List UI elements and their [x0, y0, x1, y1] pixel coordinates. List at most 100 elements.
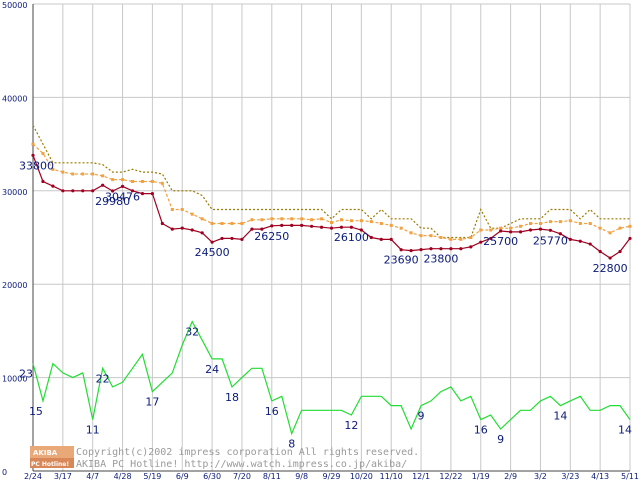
series-point — [558, 220, 562, 224]
series-point — [499, 229, 503, 233]
series-point — [608, 231, 612, 235]
series-point — [101, 174, 105, 178]
series-point — [230, 221, 234, 225]
series-point — [419, 234, 423, 238]
series-point — [290, 223, 294, 227]
x-tick-label: 10/20 — [350, 472, 373, 480]
series-point — [71, 189, 75, 193]
series-point — [150, 179, 154, 183]
series-point — [220, 236, 224, 241]
copyright-text: Copyright(c)2002 impress corporation All… — [76, 447, 419, 458]
x-tick-label: 6/30 — [203, 472, 221, 480]
series-point — [51, 184, 55, 188]
y-axis-labels: 50000 40000 30000 20000 10000 0 — [2, 1, 27, 477]
x-tick-label: 2/9 — [504, 472, 517, 480]
series-point — [509, 226, 513, 230]
data-label: 23800 — [423, 253, 458, 266]
data-label: 23 — [19, 368, 33, 381]
akiba-logo-top: AKIBA — [33, 449, 58, 457]
credit: AKIBA PC Hotline! Copyright(c)2002 impre… — [30, 446, 419, 470]
series-point — [349, 219, 353, 223]
series-point — [250, 218, 254, 222]
series-point — [200, 217, 204, 221]
series-point — [240, 221, 244, 225]
series-point — [598, 249, 602, 254]
x-tick-label: 9/8 — [295, 472, 308, 480]
series-point — [469, 236, 473, 239]
series-point — [51, 167, 55, 171]
data-label: 16 — [474, 424, 488, 437]
series-point — [190, 212, 194, 216]
series-point — [329, 226, 334, 230]
series-point — [529, 221, 532, 225]
series-point — [369, 220, 373, 224]
data-label: 14 — [618, 424, 632, 437]
series-point — [369, 235, 373, 240]
data-label: 33800 — [19, 159, 54, 172]
data-label: 14 — [553, 410, 567, 423]
series-point — [91, 189, 95, 193]
series-point — [170, 207, 174, 211]
series-point — [81, 172, 85, 176]
series-point — [598, 226, 602, 230]
series-point — [41, 179, 45, 184]
series-point — [618, 249, 622, 254]
data-label: 30476 — [105, 190, 140, 203]
series-line-0 — [32, 125, 630, 239]
series-point — [150, 192, 154, 196]
series-point — [310, 218, 314, 222]
series-point — [509, 230, 513, 234]
data-label: 29980 — [95, 195, 130, 208]
series-point — [429, 234, 433, 238]
chart-grid — [32, 3, 631, 472]
y-tick-label: 50000 — [2, 1, 27, 10]
y-tick-label: 30000 — [2, 188, 27, 197]
data-label: 11 — [86, 424, 100, 437]
y-tick-label: 10000 — [2, 375, 27, 384]
x-tick-label: 3/23 — [561, 472, 579, 480]
series-point — [578, 221, 582, 225]
series-point — [568, 237, 572, 241]
series-point — [121, 178, 125, 182]
x-tick-label: 3/17 — [54, 472, 72, 480]
series-point — [120, 184, 125, 188]
series-point — [588, 221, 592, 225]
series-point — [160, 221, 164, 226]
series-point — [131, 179, 134, 183]
series-point — [210, 240, 214, 244]
x-tick-label: 1/19 — [472, 472, 490, 480]
x-tick-label: 4/13 — [591, 472, 609, 480]
series-point — [280, 223, 284, 227]
series-point — [339, 225, 344, 229]
series-point — [270, 217, 274, 221]
series-point — [310, 224, 314, 228]
x-tick-label: 2/24 — [24, 472, 42, 480]
series-point — [160, 181, 164, 185]
series-point — [140, 192, 145, 196]
site-url-text: AKIBA PC Hotline! http://www.watch.impre… — [76, 459, 407, 470]
data-label: 9 — [497, 433, 504, 446]
data-label: 25700 — [483, 235, 518, 248]
series-point — [31, 153, 35, 157]
series-point — [41, 151, 45, 155]
data-label: 23690 — [384, 254, 419, 267]
series-point — [111, 178, 115, 182]
data-label: 15 — [29, 405, 43, 418]
series-point — [429, 247, 433, 251]
series-point — [210, 221, 214, 225]
series-point — [628, 224, 632, 228]
series-point — [300, 217, 304, 221]
series-point — [111, 189, 115, 193]
series-point — [459, 237, 463, 241]
data-label: 26100 — [334, 231, 369, 244]
akiba-logo-bottom: PC Hotline! — [31, 461, 69, 468]
series-point — [439, 247, 443, 251]
data-label: 17 — [145, 396, 159, 409]
series-point — [290, 217, 294, 221]
series-point — [330, 221, 333, 225]
x-tick-label: 4/28 — [114, 472, 132, 480]
x-tick-label: 11/10 — [380, 472, 403, 480]
series-point — [359, 228, 363, 232]
